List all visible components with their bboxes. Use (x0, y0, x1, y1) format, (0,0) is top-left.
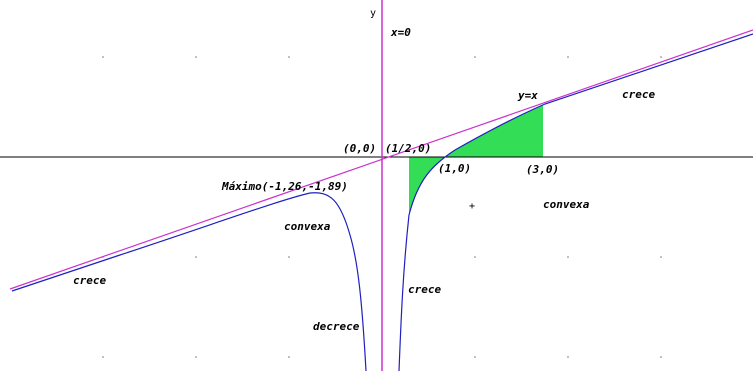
grid-dot (660, 56, 662, 58)
grid-dot (567, 256, 569, 258)
grid-dot (660, 256, 662, 258)
label-convexa-right: convexa (543, 198, 590, 211)
label-convexa-left: convexa (284, 220, 331, 233)
grid-dot (660, 356, 662, 358)
cursor-plus-mark: + (469, 201, 475, 212)
label-maximo: Máximo(-1,26,-1,89) (221, 180, 348, 193)
label-crece-middle: crece (408, 283, 441, 296)
grid-dot (474, 256, 476, 258)
label-origin: (0,0) (343, 142, 376, 155)
grid-dots (102, 56, 662, 358)
grid-dot (474, 56, 476, 58)
grid-dot (288, 256, 290, 258)
shaded-area (409, 105, 543, 215)
grid-dot (567, 56, 569, 58)
curve-right-branch (398, 33, 753, 371)
grid-dot (288, 56, 290, 58)
label-decrece: decrece (313, 320, 360, 333)
label-x-equals-0: x=0 (390, 26, 411, 39)
label-one-point: (1,0) (438, 162, 471, 175)
grid-dot (195, 256, 197, 258)
grid-dot (567, 356, 569, 358)
label-crece-left: crece (73, 274, 106, 287)
label-y-equals-x: y=x (517, 89, 538, 102)
grid-dot (102, 56, 104, 58)
label-crece-right: crece (622, 88, 655, 101)
curve-left-branch (11, 192, 367, 371)
grid-dot (195, 56, 197, 58)
y-axis-label: y (370, 8, 376, 19)
label-three-point: (3,0) (526, 163, 559, 176)
grid-dot (102, 356, 104, 358)
grid-dot (474, 356, 476, 358)
label-half-point: (1/2,0) (385, 142, 431, 155)
grid-dot (288, 356, 290, 358)
grid-dot (195, 356, 197, 358)
